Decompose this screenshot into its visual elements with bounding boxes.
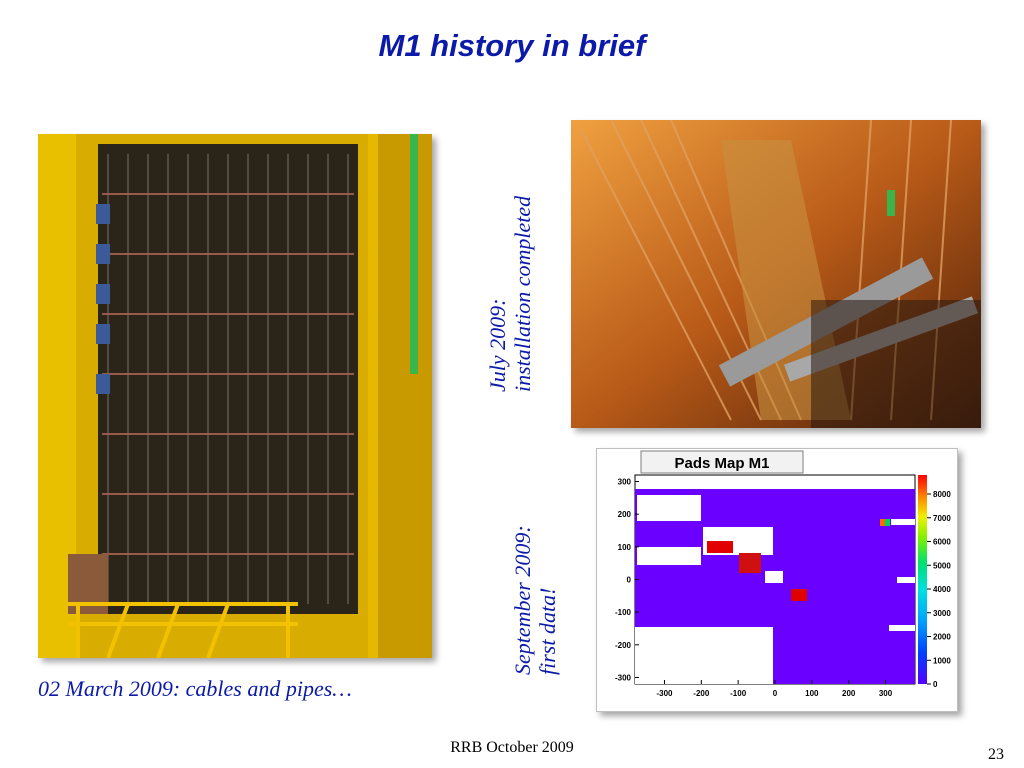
colorbar-tick-label: 2000	[933, 633, 951, 642]
colorbar-tick-label: 6000	[933, 538, 951, 547]
y-tick-label: -100	[615, 608, 632, 617]
plot-title: Pads Map M1	[674, 455, 769, 472]
colorbar-tick-label: 3000	[933, 609, 951, 618]
colorbar-tick-label: 8000	[933, 490, 951, 499]
y-tick-label: 100	[618, 543, 632, 552]
hot-spot-4	[880, 519, 886, 526]
colorbar-tick-label: 0	[933, 680, 938, 689]
x-tick-label: 200	[842, 689, 856, 698]
filled-region-mid	[635, 507, 915, 627]
empty-strip-right	[891, 519, 915, 525]
filled-region-right	[773, 627, 915, 684]
footer-text: RRB October 2009	[450, 739, 574, 756]
july-2009-caption: July 2009: installation completed	[485, 196, 535, 392]
july-caption-line1: July 2009:	[485, 298, 510, 392]
y-tick-label: 200	[618, 510, 632, 519]
sept-caption-line2: first data!	[535, 587, 560, 675]
hot-spot-5	[885, 519, 890, 526]
empty-strip-right-2	[897, 577, 915, 583]
empty-strip-right-3	[889, 625, 915, 631]
y-tick-label: 0	[627, 576, 632, 585]
colorbar-tick-label: 1000	[933, 656, 951, 665]
empty-cell-mid	[765, 571, 783, 583]
pads-map-plot: Pads Map M1 300 200 100 0 -100 -200 -300 -300-…	[596, 448, 958, 712]
x-tick-label: -300	[656, 689, 673, 698]
march-2009-caption: 02 March 2009: cables and pipes…	[38, 676, 352, 701]
y-tick-label: -200	[615, 641, 632, 650]
x-tick-label: -100	[730, 689, 747, 698]
filled-region-upper	[635, 489, 915, 507]
colorbar-tick-label: 4000	[933, 585, 951, 594]
empty-block-bottomleft	[635, 627, 773, 684]
empty-block-left	[637, 547, 701, 565]
histogram-cells	[635, 489, 915, 684]
installation-photo	[571, 120, 981, 428]
detector-cables-photo	[38, 134, 432, 658]
september-2009-caption: September 2009: first data!	[510, 525, 560, 675]
x-tick-label: -200	[693, 689, 710, 698]
colorbar-tick-label: 5000	[933, 561, 951, 570]
july-caption-line2: installation completed	[510, 195, 535, 392]
y-tick-label: 300	[618, 478, 632, 487]
page-number: 23	[988, 746, 1004, 763]
x-tick-label: 100	[805, 689, 819, 698]
hot-spot-3	[791, 589, 807, 601]
hot-spot-2	[739, 553, 761, 573]
hot-spot-1	[707, 541, 733, 553]
y-tick-label: -300	[615, 673, 632, 682]
sept-caption-line1: September 2009:	[510, 525, 535, 675]
slide-title: M1 history in brief	[378, 28, 646, 63]
colorbar	[918, 475, 927, 684]
colorbar-tick-label: 7000	[933, 514, 951, 523]
empty-block-topleft	[637, 495, 701, 521]
x-tick-label: 300	[879, 689, 893, 698]
x-tick-label: 0	[773, 689, 778, 698]
